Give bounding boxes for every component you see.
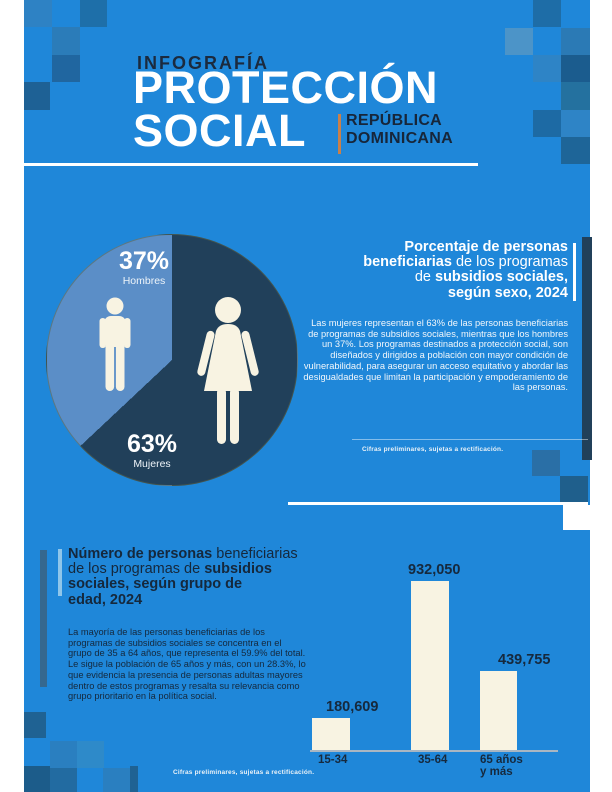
divider-notch — [563, 505, 612, 530]
pixel-decoration — [52, 55, 80, 82]
male-person-icon — [93, 297, 137, 398]
pixel-decoration — [24, 712, 46, 738]
bar — [312, 718, 350, 751]
age-section-body: La mayoría de las personas beneficiarias… — [68, 627, 306, 702]
pie-label-hombres: Hombres — [122, 275, 166, 287]
pixel-decoration — [533, 55, 561, 82]
pixel-decoration — [52, 27, 80, 55]
bar — [480, 671, 517, 751]
bar — [411, 581, 449, 751]
pixel-decoration — [130, 766, 138, 792]
page-title-line1: PROTECCIÓN — [133, 62, 439, 113]
pixel-decoration — [77, 741, 104, 768]
sex-section-footnote: Cifras preliminares, sujetas a rectifica… — [362, 446, 504, 453]
age-section-footnote: Cifras preliminares, sujetas a rectifica… — [173, 769, 315, 776]
page-title-line2: SOCIAL — [133, 105, 307, 156]
pixel-decoration — [561, 28, 590, 55]
bar-value-label: 439,755 — [498, 652, 551, 668]
bar-category-label: 35-64 — [418, 754, 448, 766]
pixel-decoration — [561, 55, 590, 82]
header-rule — [24, 163, 478, 166]
pixel-decoration — [80, 0, 107, 27]
bar-category-label: 65 años y más — [480, 754, 523, 778]
pixel-decoration — [103, 768, 130, 792]
right-accent-strip — [582, 237, 592, 460]
pixel-decoration — [24, 0, 52, 27]
region-name-line2: DOMINICANA — [346, 130, 453, 147]
age-title-accent-bar — [58, 549, 62, 596]
bar-category-label: 15-34 — [318, 754, 348, 766]
female-person-icon — [191, 296, 265, 451]
kicker-label: INFOGRAFÍA — [137, 53, 269, 73]
pixel-decoration — [505, 28, 533, 55]
bar-value-label: 932,050 — [408, 562, 461, 578]
pixel-decoration — [560, 476, 588, 502]
age-section-title: Número de personas beneficiarias de los p… — [68, 546, 298, 608]
pixel-decoration — [50, 768, 77, 792]
pixel-decoration — [561, 82, 590, 110]
blue-background: INFOGRAFÍA PROTECCIÓN SOCIAL REPÚBLICA D… — [24, 0, 592, 792]
sex-section-body: Las mujeres representan el 63% de las pe… — [303, 318, 568, 393]
pie-label-hombres-pct: 37% — [118, 247, 170, 275]
pixel-decoration — [561, 137, 590, 164]
pixel-decoration — [50, 741, 77, 768]
pixel-decoration — [533, 0, 561, 27]
region-separator-bar — [338, 114, 341, 154]
pixel-decoration — [533, 110, 561, 137]
pie-label-mujeres: Mujeres — [133, 458, 171, 470]
pixel-decoration — [532, 450, 560, 476]
pie-label-mujeres-pct: 63% — [126, 430, 178, 458]
bar-value-label: 180,609 — [326, 699, 379, 715]
pie-chart-sex — [46, 234, 298, 486]
region-name-line1: REPÚBLICA — [346, 112, 443, 129]
page-title: PROTECCIÓN SOCIAL — [133, 62, 439, 156]
footnote-rule — [352, 439, 588, 440]
pixel-decoration — [24, 766, 50, 792]
left-accent-strip — [40, 550, 47, 687]
sex-section-title: Porcentaje de personas beneficiarias de l… — [363, 239, 568, 301]
title-accent-line — [573, 243, 576, 301]
pixel-decoration — [24, 82, 50, 110]
section-divider — [288, 502, 588, 505]
pixel-decoration — [561, 110, 590, 137]
bar-chart-baseline — [310, 750, 558, 752]
